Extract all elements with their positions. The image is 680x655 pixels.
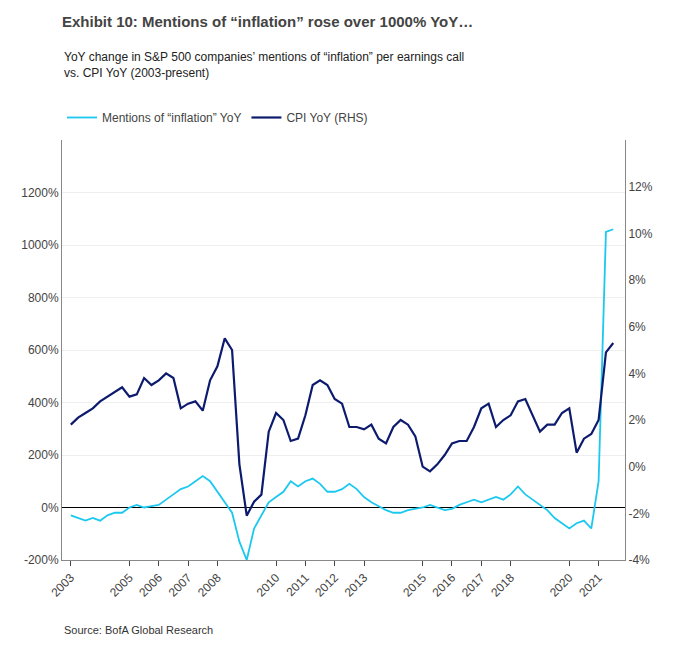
svg-text:2005: 2005 — [107, 571, 136, 600]
svg-text:Mentions of “inflation” YoY: Mentions of “inflation” YoY — [102, 111, 241, 125]
svg-text:2012: 2012 — [312, 571, 341, 600]
svg-text:200%: 200% — [28, 448, 59, 462]
svg-text:2011: 2011 — [284, 571, 312, 599]
svg-text:2015: 2015 — [400, 571, 429, 600]
svg-text:2018: 2018 — [488, 571, 517, 600]
svg-text:Source: BofA Global Research: Source: BofA Global Research — [64, 624, 213, 636]
svg-text:2003: 2003 — [48, 571, 77, 600]
svg-text:-4%: -4% — [628, 553, 650, 567]
svg-text:1000%: 1000% — [21, 238, 59, 252]
svg-text:0%: 0% — [628, 460, 646, 474]
svg-text:6%: 6% — [628, 320, 646, 334]
svg-text:2016: 2016 — [430, 571, 459, 600]
svg-text:12%: 12% — [628, 180, 652, 194]
svg-text:1200%: 1200% — [21, 186, 59, 200]
svg-text:10%: 10% — [628, 227, 652, 241]
svg-text:-200%: -200% — [24, 553, 59, 567]
svg-text:8%: 8% — [628, 273, 646, 287]
svg-text:Exhibit 10: Mentions of “infla: Exhibit 10: Mentions of “inflation” rose… — [62, 13, 473, 30]
svg-text:2008: 2008 — [195, 571, 224, 600]
svg-text:2010: 2010 — [254, 571, 283, 600]
svg-text:2020: 2020 — [547, 571, 576, 600]
svg-text:800%: 800% — [28, 291, 59, 305]
svg-text:YoY change in S&P 500 companie: YoY change in S&P 500 companies’ mention… — [64, 50, 464, 80]
svg-text:2013: 2013 — [342, 571, 371, 600]
svg-text:-2%: -2% — [628, 507, 650, 521]
svg-text:2007: 2007 — [166, 571, 195, 600]
svg-text:2021: 2021 — [576, 571, 605, 600]
svg-text:2017: 2017 — [459, 571, 488, 600]
svg-text:600%: 600% — [28, 343, 59, 357]
svg-text:2006: 2006 — [136, 571, 165, 600]
svg-text:4%: 4% — [628, 367, 646, 381]
svg-text:400%: 400% — [28, 396, 59, 410]
svg-text:CPI YoY (RHS): CPI YoY (RHS) — [286, 111, 367, 125]
svg-text:0%: 0% — [41, 501, 59, 515]
svg-text:2%: 2% — [628, 413, 646, 427]
